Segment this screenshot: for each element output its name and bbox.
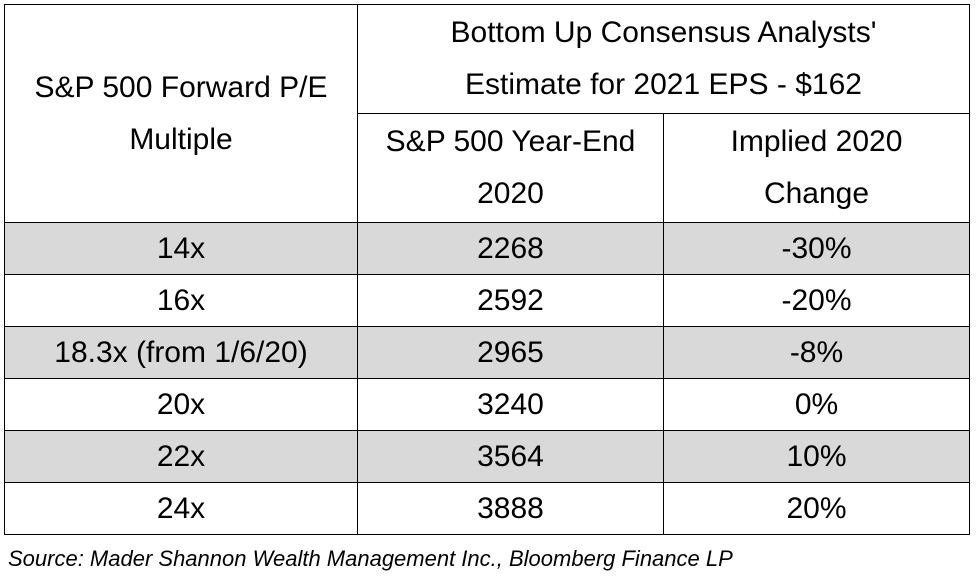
cell-multiple: 16x	[4, 274, 358, 327]
table-row: 16x 2592 -20%	[4, 274, 970, 327]
cell-multiple: 20x	[4, 378, 358, 431]
header-year-end-line1: S&P 500 Year-End	[385, 125, 636, 158]
header-implied-change-line1: Implied 2020	[730, 125, 903, 158]
cell-year-end: 2965	[357, 326, 664, 379]
table-row: 22x 3564 10%	[4, 430, 970, 483]
table-row: 14x 2268 -30%	[4, 222, 970, 275]
header-eps-estimate: Bottom Up Consensus Analysts' Estimate f…	[357, 4, 970, 114]
cell-year-end: 2268	[357, 222, 664, 275]
cell-multiple: 14x	[4, 222, 358, 275]
header-year-end-line2: 2020	[477, 177, 544, 210]
cell-multiple: 18.3x (from 1/6/20)	[4, 326, 358, 379]
cell-multiple: 24x	[4, 482, 358, 535]
data-table-container: S&P 500 Forward P/E Multiple Bottom Up C…	[4, 4, 970, 535]
table-row: 24x 3888 20%	[4, 482, 970, 535]
source-note: Source: Mader Shannon Wealth Management …	[8, 546, 733, 571]
header-implied-change: Implied 2020 Change	[663, 113, 970, 223]
cell-change: -8%	[663, 326, 970, 379]
cell-change: -30%	[663, 222, 970, 275]
valuation-table: S&P 500 Forward P/E Multiple Bottom Up C…	[4, 4, 970, 535]
cell-year-end: 3888	[357, 482, 664, 535]
cell-multiple: 22x	[4, 430, 358, 483]
cell-year-end: 3240	[357, 378, 664, 431]
cell-change: 10%	[663, 430, 970, 483]
header-year-end: S&P 500 Year-End 2020	[357, 113, 664, 223]
cell-change: 20%	[663, 482, 970, 535]
header-forward-pe-line1: S&P 500 Forward P/E	[34, 70, 328, 104]
table-row: 20x 3240 0%	[4, 378, 970, 431]
header-implied-change-line2: Change	[763, 177, 870, 210]
cell-year-end: 2592	[357, 274, 664, 327]
header-eps-estimate-line2: Estimate for 2021 EPS - $162	[465, 68, 862, 101]
header-forward-pe: S&P 500 Forward P/E Multiple	[4, 4, 358, 223]
header-eps-estimate-line1: Bottom Up Consensus Analysts'	[450, 16, 877, 49]
cell-change: -20%	[663, 274, 970, 327]
cell-year-end: 3564	[357, 430, 664, 483]
header-forward-pe-line2: Multiple	[129, 122, 233, 156]
cell-change: 0%	[663, 378, 970, 431]
table-row: 18.3x (from 1/6/20) 2965 -8%	[4, 326, 970, 379]
